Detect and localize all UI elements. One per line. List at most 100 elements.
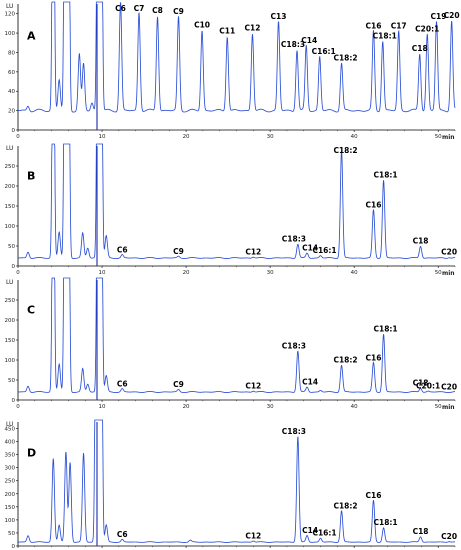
panel-a-y-tick-label: 100: [5, 31, 16, 37]
panel-a-y-tick-label: 40: [8, 89, 15, 95]
panel-b-peak-label: C18: [413, 237, 429, 246]
panel-c-y-tick-label: 50: [8, 378, 15, 384]
panel-a-x-tick-label: 20: [183, 134, 190, 140]
panel-c-x-unit: min: [442, 404, 455, 411]
panel-c-x-tick-label: 30: [267, 404, 274, 410]
panel-a-x-tick-label: 30: [267, 134, 274, 140]
panel-a: LU min 0 20 40 60 80 100 120 0 10 20 30 40 50 C6 C7 C8 C9 C…: [5, 1, 460, 141]
panel-a-x-tick-label: 0: [16, 134, 20, 140]
panel-d-trace: [18, 419, 456, 543]
panel-d-y-tick-label: 200: [5, 492, 16, 498]
panel-b-x-tick-label: 20: [183, 270, 190, 276]
panel-d-peak-label: C18:2: [333, 501, 357, 510]
panel-d-y-tick-label: 250: [5, 479, 16, 485]
panel-a-peak-label: C14: [301, 36, 317, 45]
panel-c-letter: C: [27, 304, 35, 317]
panel-d-letter: D: [27, 447, 36, 460]
panel-a-peak-label: C17: [391, 22, 407, 31]
panel-a-peak-label: C18: [412, 44, 428, 53]
panel-c-peak-label: C20: [441, 383, 457, 392]
panel-a-peak-label: C20: [444, 11, 460, 20]
panel-c-peak-label: C14: [302, 378, 318, 387]
panel-b-letter: B: [27, 170, 35, 183]
panel-b-x-tick-label: 10: [99, 270, 106, 276]
panel-a-peak-label: C9: [173, 7, 184, 16]
panel-c-peak-label: C6: [117, 379, 128, 388]
panel-c-x-tick-label: 50: [435, 404, 442, 410]
panel-a-x-unit: min: [442, 134, 455, 141]
panel-b-peak-label: C16:1: [312, 246, 336, 255]
panel-b-x-tick-label: 30: [267, 270, 274, 276]
panel-a-peak-label: C18:3: [281, 40, 305, 49]
panel-d-peak-label: C18:1: [373, 518, 397, 527]
panel-b-y-tick-label: 100: [5, 224, 16, 230]
panel-b-peak-label: C18:3: [282, 235, 306, 244]
panel-b-y-tick-label: 50: [8, 244, 15, 250]
panel-a-peak-label: C20:1: [415, 25, 439, 34]
panel-a-y-tick-label: 80: [8, 50, 15, 56]
panel-d-peak-label: C16: [366, 491, 382, 500]
panel-b-x-tick-label: 0: [16, 270, 20, 276]
panel-d-y-tick-label: 350: [5, 453, 16, 459]
panel-a-peak-label: C12: [244, 24, 260, 33]
panel-c-peak-label: C18: [413, 379, 429, 388]
panel-c-x-tick-label: 20: [183, 404, 190, 410]
panel-a-x-tick-label: 50: [435, 134, 442, 140]
panel-b-peak-label: C6: [117, 245, 128, 254]
panel-b-y-unit: LU: [6, 145, 13, 152]
panel-b: LU min 0 50 100 150 200 250 0 10 20 30 40 50 C6 C9 C12 C1…: [5, 143, 457, 277]
panel-c-x-tick-label: 0: [16, 404, 20, 410]
panel-b-peak-label: C20: [441, 248, 457, 257]
panel-d-peak-label: C16:1: [312, 529, 336, 538]
panel-d-y-unit: LU: [6, 421, 13, 428]
panel-c-y-tick-label: 250: [5, 298, 16, 304]
panel-d-y-tick-label: 0: [12, 544, 16, 550]
panel-a-letter: A: [27, 29, 36, 42]
panel-d-y-tick-label: 100: [5, 518, 16, 524]
panel-c-peak-label: C18:1: [373, 325, 397, 334]
panel-d-y-tick-label: 50: [8, 531, 15, 537]
panel-c-y-tick-label: 150: [5, 338, 16, 344]
panel-c-peak-label: C12: [245, 381, 261, 390]
panel-d: LUmin05010015020025030035040045001020304…: [5, 419, 457, 550]
panel-a-y-tick-label: 20: [8, 109, 15, 115]
panel-a-peak-label: C13: [271, 12, 287, 21]
panel-b-trace: [18, 143, 456, 260]
panel-d-peak-label: C14: [302, 526, 318, 535]
panel-b-peak-label: C9: [173, 247, 184, 256]
panel-c-peak-label: C9: [173, 380, 184, 389]
panel-c: LU min 0 50 100 150 200 250 0 10 20 30 40 50 C6 C9 C12 C1…: [5, 277, 457, 411]
panel-a-y-unit: LU: [6, 3, 13, 10]
panel-a-peak-label: C8: [152, 6, 163, 15]
panel-b-y-tick-label: 250: [5, 164, 16, 170]
panel-c-peak-label: C18:3: [282, 341, 306, 350]
panel-c-y-tick-label: 0: [12, 398, 16, 404]
panel-d-peak-label: C18:3: [282, 427, 306, 436]
panel-a-x-tick-label: 10: [99, 134, 106, 140]
panel-a-peak-label: C6: [115, 4, 126, 13]
panel-c-x-tick-label: 40: [351, 404, 358, 410]
panel-b-y-tick-label: 150: [5, 204, 16, 210]
panel-b-y-tick-label: 200: [5, 184, 16, 190]
panel-d-peak-label: C18: [413, 527, 429, 536]
panel-d-y-tick-label: 450: [5, 427, 16, 433]
panel-b-peak-label: C18:2: [333, 146, 357, 155]
panel-a-peak-label: C7: [134, 4, 145, 13]
panel-a-peak-label: C11: [219, 26, 235, 35]
panel-b-peak-label: C14: [302, 244, 318, 253]
panel-a-peak-label: C18:2: [333, 54, 357, 63]
panel-d-peak-label: C12: [245, 531, 261, 540]
panel-a-y-tick-label: 0: [12, 128, 16, 134]
panel-b-x-tick-label: 50: [435, 270, 442, 276]
panel-c-peak-label: C20:1: [416, 382, 440, 391]
panel-a-y-tick-label: 60: [8, 70, 15, 76]
panel-d-peak-label: C20: [441, 532, 457, 541]
panel-a-peak-label: C19: [431, 12, 447, 21]
panel-d-y-tick-label: 400: [5, 440, 16, 446]
panel-c-x-tick-label: 10: [99, 404, 106, 410]
panel-a-x-tick-label: 40: [351, 134, 358, 140]
panel-a-y-tick-label: 120: [5, 12, 16, 18]
panel-a-peak-label: C16: [366, 22, 382, 31]
